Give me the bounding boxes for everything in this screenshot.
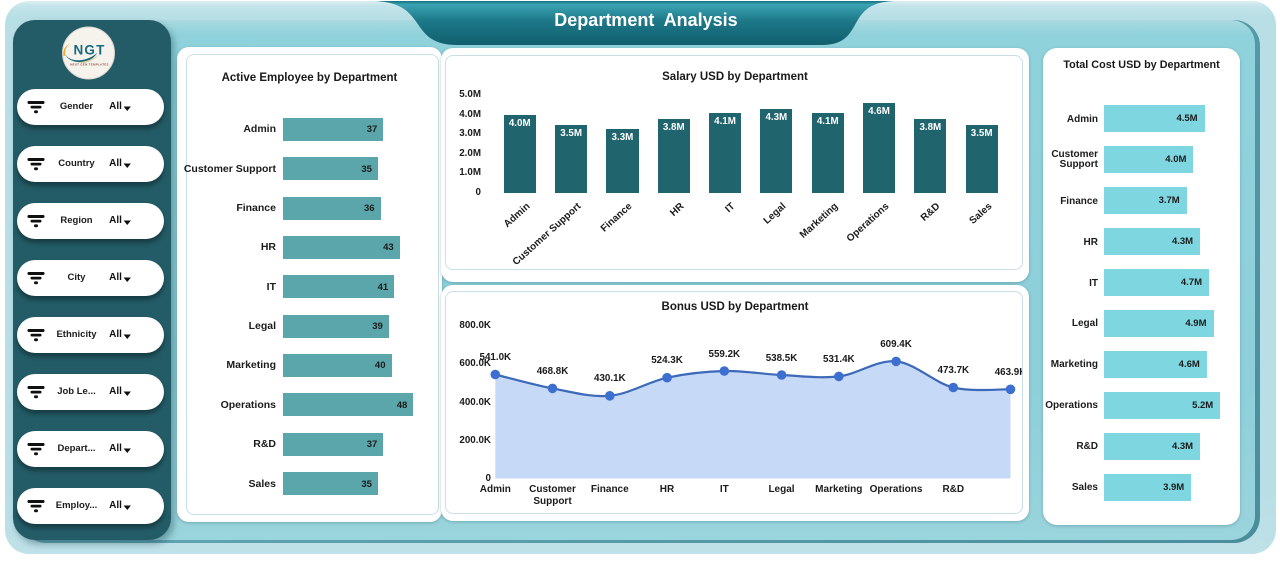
svg-text:NEXT GEN TEMPLATES: NEXT GEN TEMPLATES bbox=[70, 63, 109, 67]
svg-text:NGT: NGT bbox=[73, 43, 105, 58]
